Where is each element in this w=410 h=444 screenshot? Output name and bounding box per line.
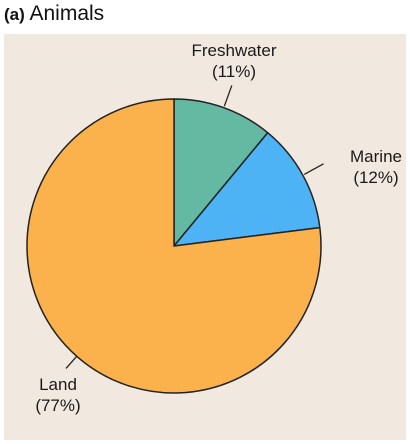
slice-percent-land: (77%) [35, 396, 80, 415]
pie-slice-freshwater [173, 98, 269, 247]
slice-labels: Freshwater (11%) Marine (12%) Land (77%) [35, 41, 402, 415]
slice-label-marine: Marine [350, 147, 402, 166]
chart-panel: Freshwater (11%) Marine (12%) Land (77%) [4, 34, 406, 440]
slice-percent-freshwater: (11%) [212, 62, 256, 81]
leader-line-freshwater [223, 85, 233, 107]
chart-title: (a) Animals [4, 2, 104, 26]
pie-slice-land [26, 98, 322, 394]
pie-slice-marine [173, 131, 321, 247]
panel-letter: (a) [4, 5, 25, 24]
chart-title-text: Animals [29, 2, 105, 25]
slice-percent-marine: (12%) [353, 168, 398, 187]
leader-line-land [65, 355, 78, 369]
slice-label-freshwater: Freshwater [191, 41, 276, 60]
leader-lines [65, 85, 324, 369]
slice-label-land: Land [39, 375, 77, 394]
pie-chart: Freshwater (11%) Marine (12%) Land (77%) [26, 41, 402, 415]
leader-line-marine [303, 163, 324, 175]
pie-slices [26, 98, 322, 394]
